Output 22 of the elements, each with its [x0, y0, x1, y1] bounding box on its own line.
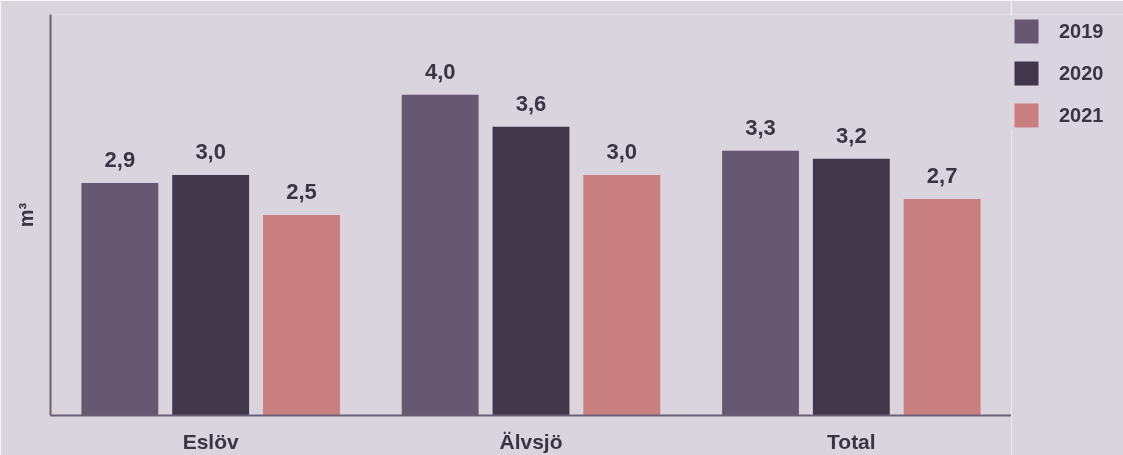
- data-label: 2,9: [104, 146, 136, 172]
- data-label: 3,6: [515, 90, 547, 116]
- bar: [492, 126, 570, 416]
- x-tick-label: Total: [827, 429, 876, 453]
- legend-label: 2021: [1059, 102, 1104, 128]
- data-label: 3,3: [745, 114, 776, 140]
- legend-label: 2019: [1059, 18, 1104, 44]
- data-label: 2,7: [926, 162, 958, 188]
- data-label: 3,2: [836, 122, 867, 148]
- x-tick-label: Eslöv: [182, 429, 239, 453]
- y-axis-title: m³: [14, 202, 37, 228]
- data-label: 2,5: [286, 179, 317, 204]
- bar: [903, 198, 981, 416]
- data-label: 3,0: [195, 138, 226, 164]
- bar: [583, 174, 661, 416]
- legend-label: 2020: [1059, 60, 1104, 86]
- bar: [263, 215, 340, 416]
- x-tick-label: Älvsjö: [499, 429, 563, 453]
- data-label: 3,0: [606, 138, 638, 164]
- bar: [812, 158, 890, 416]
- data-label: 4,0: [424, 58, 456, 84]
- bar: [172, 174, 250, 416]
